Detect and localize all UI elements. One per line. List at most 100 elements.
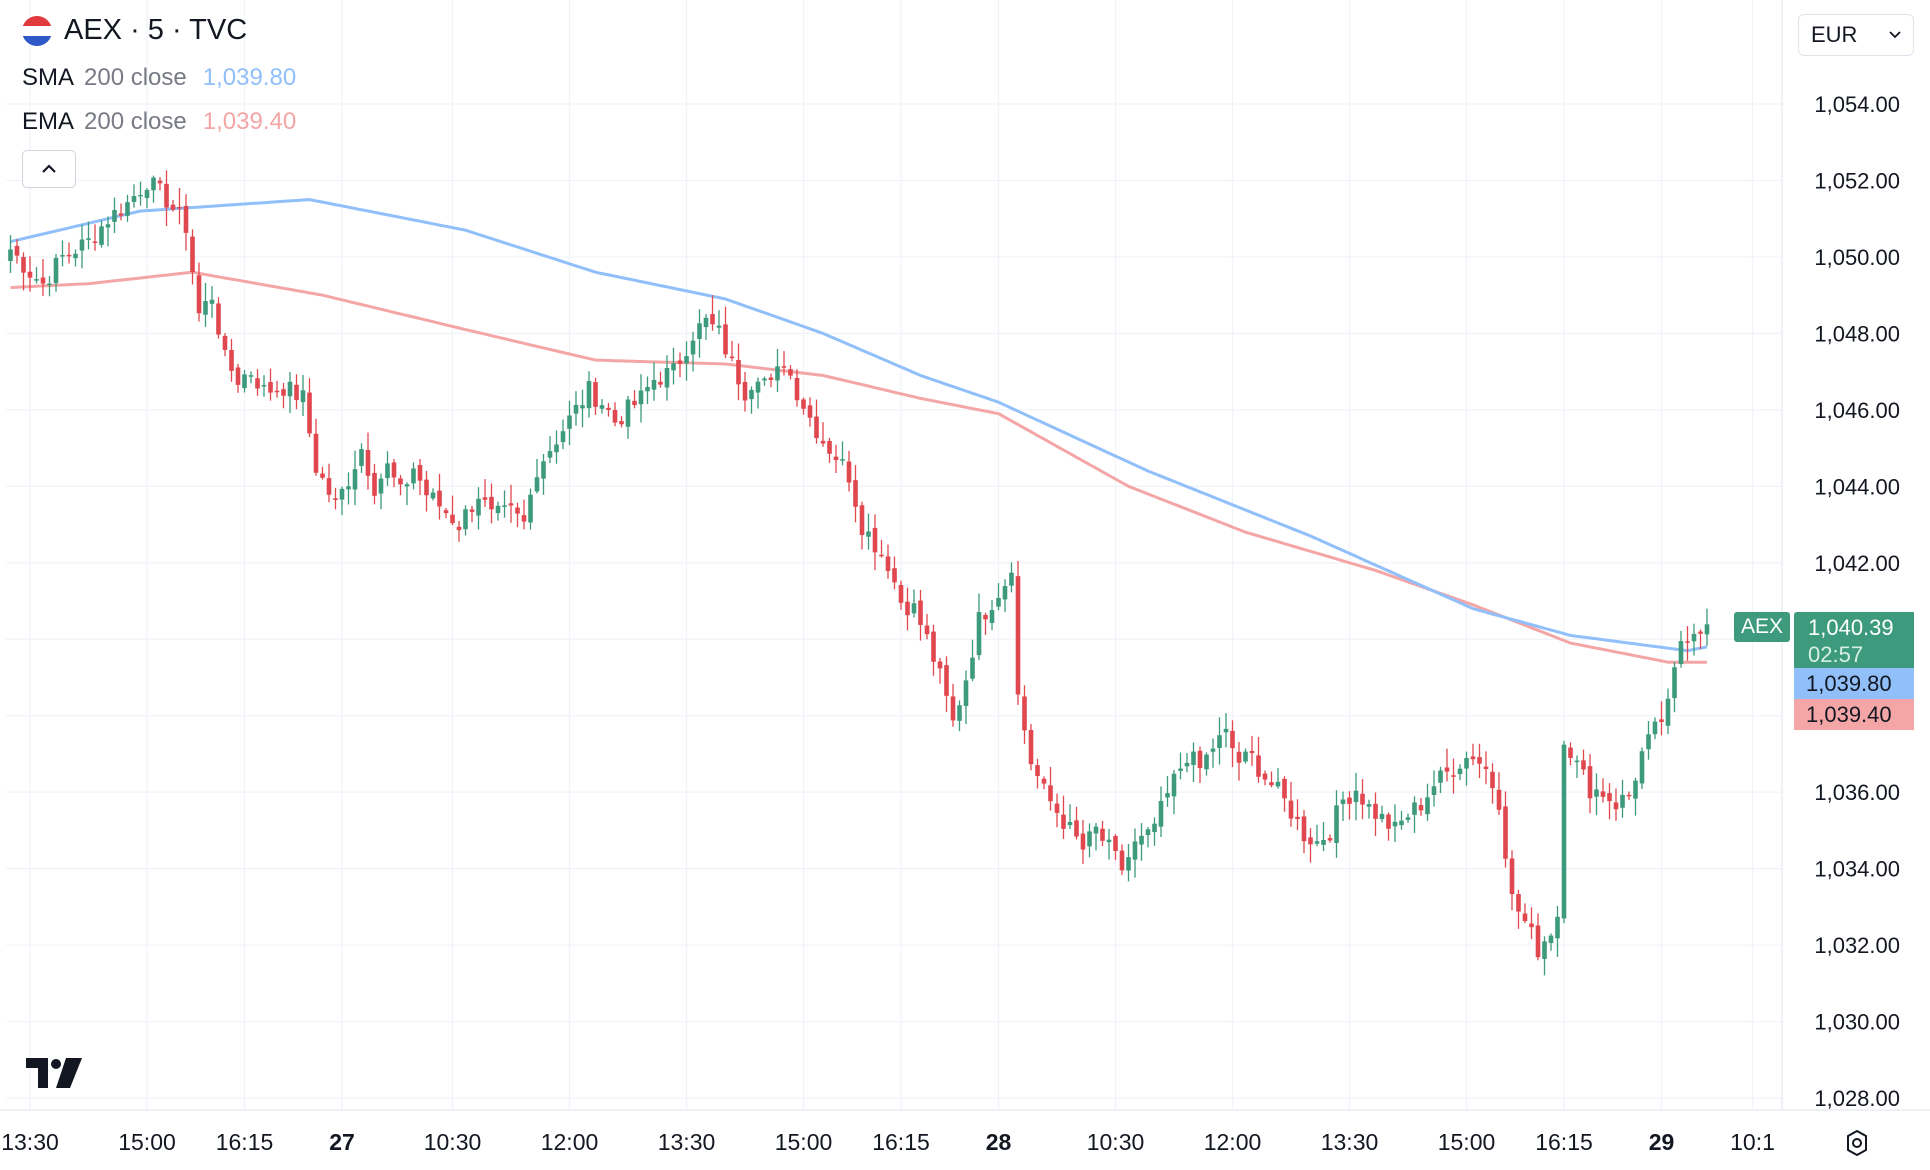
candle-body: [27, 271, 33, 278]
candle-body: [1249, 751, 1255, 754]
candle-body: [34, 279, 39, 281]
candle-body: [924, 625, 930, 635]
candle-body: [983, 614, 988, 620]
candle-body: [352, 469, 358, 490]
netherlands-flag-icon: [22, 15, 52, 46]
candle-body: [762, 378, 767, 381]
candle-body: [1074, 820, 1079, 837]
candle-body: [677, 360, 683, 364]
sma-value: 1,039.80: [202, 64, 297, 91]
candle-body: [554, 444, 559, 453]
candle-body: [580, 405, 585, 409]
candle-body: [1561, 744, 1567, 919]
candle-body: [521, 515, 527, 522]
candle-body: [1613, 802, 1619, 810]
candle-body: [658, 381, 663, 385]
y-tick-label: 1,030.00: [1814, 1010, 1900, 1035]
candle-body: [905, 601, 910, 616]
candle-body: [190, 236, 195, 273]
currency-select[interactable]: EUR: [1798, 14, 1914, 56]
candle-body: [1100, 828, 1105, 841]
candle-body: [450, 514, 455, 524]
candle-body: [593, 382, 598, 407]
candle-body: [937, 661, 943, 669]
candle-body: [1353, 790, 1359, 803]
candle-body: [365, 449, 371, 476]
candle-body: [313, 433, 319, 473]
candle-body: [1067, 821, 1073, 826]
candle-body: [307, 392, 312, 434]
sma-args: 200 close: [84, 64, 187, 91]
candle-body: [1171, 773, 1177, 797]
candle-body: [404, 484, 410, 487]
candle-body: [1347, 797, 1352, 804]
last-price-value: 1,040.39: [1808, 615, 1894, 640]
candle-body: [970, 657, 975, 679]
symbol-legend[interactable]: AEX · 5 · TVC: [22, 14, 247, 47]
candle-body: [703, 317, 709, 328]
candle-body: [1464, 758, 1469, 769]
candle-body: [424, 479, 429, 496]
tradingview-logo-icon[interactable]: [26, 1058, 84, 1093]
candle-body: [1691, 633, 1697, 642]
x-tick-label: 13:30: [1, 1129, 59, 1155]
candle-body: [1080, 833, 1086, 850]
candle-body: [229, 349, 234, 371]
candle-body: [8, 249, 13, 261]
candle-body: [1490, 771, 1495, 789]
x-tick-label: 12:00: [541, 1129, 599, 1155]
candle-body: [92, 241, 98, 243]
candle-body: [1607, 793, 1612, 802]
candle-body: [1321, 840, 1326, 845]
candle-body: [645, 386, 650, 392]
candle-body: [599, 405, 605, 409]
sma-legend-row[interactable]: SMA 200 close 1,039.80: [22, 64, 296, 92]
candle-body: [872, 527, 878, 553]
candle-body: [502, 505, 507, 507]
candle-body: [391, 462, 397, 478]
candle-body: [684, 356, 689, 364]
candle-body: [1308, 837, 1313, 845]
candle-body: [671, 363, 676, 371]
candle-body: [1275, 781, 1281, 787]
ema-legend-row[interactable]: EMA 200 close 1,039.40: [22, 108, 296, 136]
candle-body: [1041, 778, 1047, 784]
candle-body: [1548, 935, 1554, 944]
candle-body: [1288, 800, 1294, 819]
candle-body: [567, 415, 572, 429]
candle-body: [261, 384, 267, 387]
candle-body: [1217, 735, 1222, 749]
x-tick-label: 28: [986, 1129, 1012, 1155]
candle-body: [775, 366, 780, 381]
candle-body: [859, 505, 865, 536]
candle-body: [1158, 800, 1164, 827]
candle-body: [1535, 925, 1541, 958]
y-tick-label: 1,044.00: [1814, 474, 1900, 499]
candles-layer: [8, 170, 1710, 976]
candle-body: [885, 556, 891, 571]
sma-price-tag: 1,039.80: [1794, 668, 1914, 699]
candle-body: [1028, 730, 1034, 765]
candle-body: [398, 478, 403, 485]
candle-body: [1678, 641, 1684, 665]
symbol-title: AEX · 5 · TVC: [64, 14, 248, 46]
collapse-legend-button[interactable]: [22, 150, 76, 188]
candle-body: [1113, 836, 1118, 851]
candle-body: [1048, 785, 1053, 802]
candle-body: [586, 381, 592, 409]
flag-stripe-blue: [22, 35, 52, 46]
chart-settings-button[interactable]: [1840, 1126, 1874, 1160]
candle-body: [1457, 768, 1463, 775]
candle-body: [1659, 719, 1664, 722]
gear-icon: [1847, 1130, 1867, 1156]
candle-body: [1054, 803, 1060, 813]
candle-body: [1477, 757, 1482, 764]
candle-body: [378, 478, 384, 494]
candle-body: [1139, 835, 1144, 845]
ema-value: 1,039.40: [202, 108, 297, 135]
candle-body: [1301, 816, 1307, 842]
candle-body: [1392, 821, 1398, 827]
candle-body: [1035, 765, 1040, 777]
